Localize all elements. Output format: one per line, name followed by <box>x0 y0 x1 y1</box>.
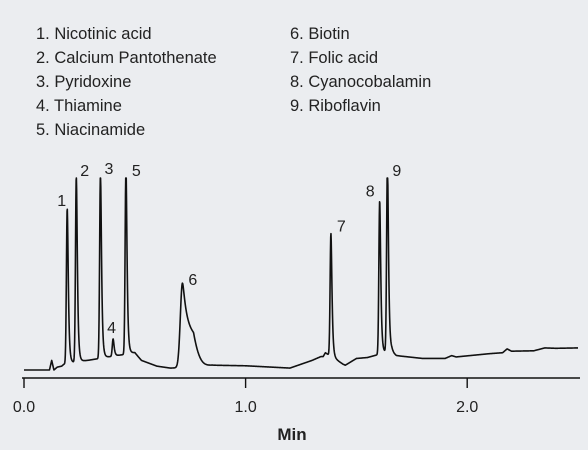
x-tick-label-2: 2.0 <box>456 399 478 416</box>
peak-label-7: 7 <box>337 218 346 235</box>
peak-labels: 12 3 4 5 6 7 89 <box>57 161 401 337</box>
legend-entry-9: 9. Riboflavin <box>290 97 381 115</box>
x-tick-label-0: 0.0 <box>13 399 35 416</box>
legend-entry-5: 5. Niacinamide <box>36 121 145 139</box>
peak-label-8: 8 <box>366 184 375 201</box>
legend-entry-6: 6. Biotin <box>290 25 350 43</box>
legend-entry-7: 7. Folic acid <box>290 49 378 67</box>
legend-entry-2: 2. Calcium Pantothenate <box>36 49 217 67</box>
peak-label-5: 5 <box>132 163 141 180</box>
legend-entry-3: 3. Pyridoxine <box>36 73 131 91</box>
peak-label-9: 9 <box>392 163 401 180</box>
peak-label-4: 4 <box>107 320 116 337</box>
legend: 1. Nicotinic acid 2. Calcium Pantothenat… <box>36 25 431 139</box>
chromatogram-trace <box>23 177 579 371</box>
legend-entry-8: 8. Cyanocobalamin <box>290 73 431 91</box>
x-tick-label-1: 1.0 <box>234 399 256 416</box>
peak-label-6: 6 <box>188 272 197 289</box>
peak-label-3: 3 <box>105 161 114 178</box>
peak-label-2: 2 <box>80 163 89 180</box>
peak-label-1: 1 <box>57 193 66 210</box>
legend-entry-1: 1. Nicotinic acid <box>36 25 152 43</box>
legend-entry-4: 4. Thiamine <box>36 97 122 115</box>
x-axis-ticks: 0.0 1.0 2.0 <box>13 378 478 416</box>
x-axis-title: Min <box>277 425 306 444</box>
